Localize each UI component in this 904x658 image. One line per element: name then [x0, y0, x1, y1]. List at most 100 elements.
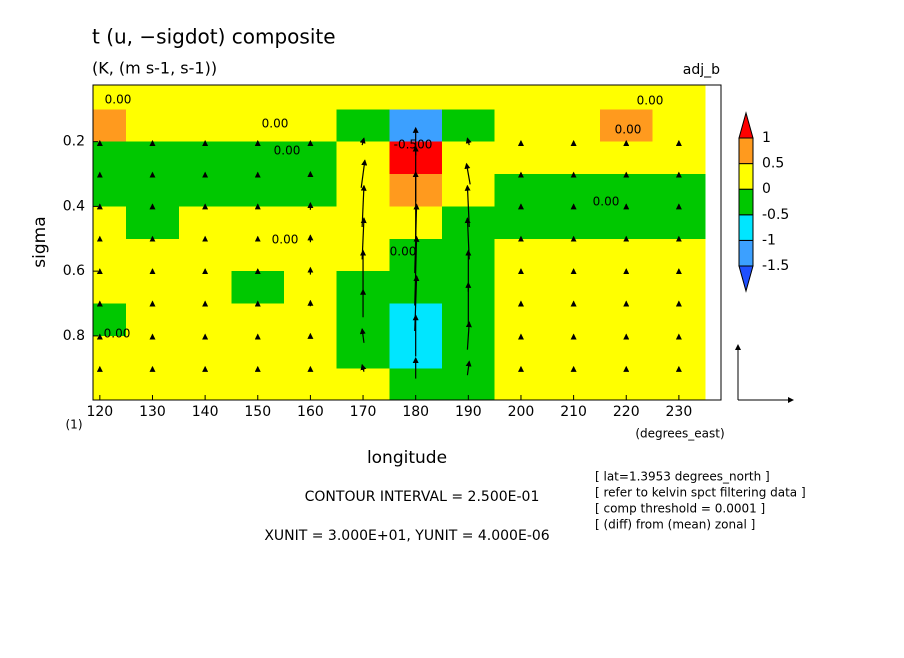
- x-unit-label: (degrees_east): [635, 427, 724, 441]
- field-cell: [547, 303, 601, 337]
- field-cell: [336, 368, 390, 400]
- field-cell: [494, 271, 548, 305]
- field-cell: [126, 335, 180, 369]
- field-cell: [284, 206, 338, 240]
- field-cell: [284, 335, 338, 369]
- field-cell: [494, 206, 548, 240]
- y-tick-label: 0.4: [63, 198, 85, 214]
- field-cell: [599, 206, 654, 240]
- x-axis-label: longitude: [367, 448, 447, 468]
- x-tick-label: 200: [508, 404, 535, 420]
- field-cell: [178, 303, 232, 337]
- contour-label: 0.00: [390, 245, 417, 259]
- field-cell: [93, 238, 127, 272]
- field-cell: [178, 141, 232, 175]
- contour-label: 0.00: [272, 233, 299, 247]
- contour-label: 0.00: [105, 93, 132, 107]
- x-tick-label: 190: [455, 404, 482, 420]
- vector-arrow: [464, 162, 471, 185]
- field-cell: [547, 335, 601, 369]
- y-axis-label: sigma: [30, 216, 50, 267]
- field-cell: [652, 174, 706, 207]
- contour-label: 0.00: [637, 94, 664, 108]
- contour-label: 0.00: [104, 327, 131, 341]
- y-tick-label: 0.2: [63, 134, 85, 150]
- field-cell: [231, 271, 285, 305]
- field-cell: [652, 85, 706, 110]
- colorbar-label: -0.5: [762, 207, 789, 223]
- field-cell: [93, 85, 127, 110]
- field-cell: [652, 335, 706, 369]
- field-cell: [284, 109, 338, 143]
- colorbar-box: [738, 214, 754, 241]
- field-cell: [231, 206, 285, 240]
- field-cell: [231, 238, 285, 272]
- vector-arrow: [359, 328, 366, 343]
- contour-label: 0.00: [262, 117, 289, 131]
- vector-arrow: [465, 360, 472, 376]
- vector-units: XUNIT = 3.000E+01, YUNIT = 4.000E-06: [264, 528, 549, 544]
- y-tick-label: 0.6: [63, 263, 85, 279]
- vector-arrow: [360, 363, 367, 372]
- field-cell: [178, 238, 232, 272]
- field-cell: [599, 368, 654, 400]
- x-tick-label: 180: [402, 404, 429, 420]
- contour-label: 0.00: [615, 123, 642, 137]
- field-cell: [547, 238, 601, 272]
- contour-field: [93, 85, 706, 400]
- vector-arrow: [465, 321, 472, 350]
- x-tick-label: 130: [139, 404, 166, 420]
- field-cell: [284, 271, 338, 305]
- field-cell: [599, 335, 654, 369]
- field-cell: [178, 335, 232, 369]
- x-tick-label: 140: [192, 404, 219, 420]
- field-cell: [652, 303, 706, 337]
- field-cell: [652, 368, 706, 400]
- field-cell: [231, 141, 285, 175]
- field-cell: [652, 141, 706, 175]
- field-cell: [442, 85, 496, 110]
- field-cell: [178, 206, 232, 240]
- field-cell: [178, 368, 232, 400]
- vector-arrow: [465, 137, 472, 146]
- field-cell: [93, 141, 127, 175]
- note-line: [ comp threshold = 0.0001 ]: [595, 502, 765, 516]
- field-cell: [599, 271, 654, 305]
- vector-arrow: [360, 159, 368, 188]
- colorbar-cap: [738, 111, 754, 139]
- plot-frame: [92, 84, 722, 401]
- field-cell: [494, 303, 548, 337]
- colorbar-box: [738, 239, 754, 267]
- field-cell: [599, 238, 654, 272]
- field-cell: [284, 238, 338, 272]
- x-tick-label: 230: [666, 404, 693, 420]
- field-cell: [178, 174, 232, 207]
- field-cell: [442, 368, 496, 400]
- note-line: [ refer to kelvin spct filtering data ]: [595, 486, 806, 500]
- field-cell: [494, 335, 548, 369]
- field-cell: [126, 368, 180, 400]
- x-tick-label: 210: [560, 404, 587, 420]
- field-cell: [93, 368, 127, 400]
- field-cell: [494, 238, 548, 272]
- note-line: [ lat=1.3953 degrees_north ]: [595, 470, 770, 484]
- field-cell: [652, 109, 706, 143]
- field-cell: [284, 368, 338, 400]
- field-cell: [93, 271, 127, 305]
- field-cell: [652, 271, 706, 305]
- field-cell: [547, 271, 601, 305]
- x-tick-label: 160: [297, 404, 324, 420]
- field-cell: [126, 303, 180, 337]
- field-cell: [93, 206, 127, 240]
- field-cell: [599, 85, 654, 110]
- z-label: (1): [66, 418, 83, 432]
- field-cell: [126, 238, 180, 272]
- colorbar-box: [738, 163, 754, 190]
- field-cell: [494, 85, 548, 110]
- contour-label: 0.00: [274, 144, 301, 158]
- field-cell: [599, 303, 654, 337]
- field-cell: [494, 368, 548, 400]
- field-cell: [547, 85, 601, 110]
- x-tick-label: 150: [244, 404, 271, 420]
